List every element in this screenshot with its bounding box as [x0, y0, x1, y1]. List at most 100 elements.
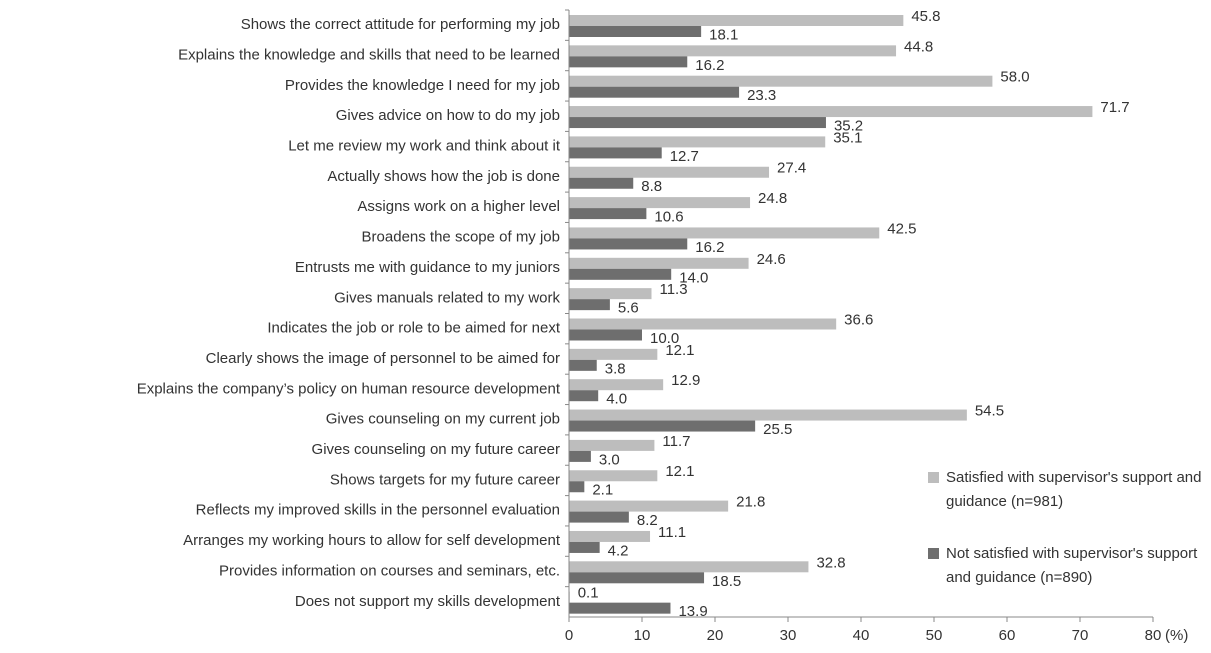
value-label: 35.1	[833, 129, 862, 146]
bar	[569, 238, 688, 250]
category-label: Gives advice on how to do my job	[336, 107, 560, 124]
value-label: 42.5	[887, 220, 916, 237]
value-label: 23.3	[747, 87, 776, 104]
legend-label: Satisfied with supervisor's support and …	[946, 469, 1202, 510]
value-label: 12.9	[671, 372, 700, 389]
value-label: 27.4	[777, 160, 806, 177]
bar	[569, 136, 826, 148]
value-label: 11.1	[658, 524, 686, 541]
value-label: 32.8	[816, 554, 845, 571]
value-label: 8.8	[641, 178, 662, 195]
x-tick-label: 70	[1072, 627, 1089, 644]
category-label: Broadens the scope of my job	[362, 229, 560, 246]
category-label: Reflects my improved skills in the perso…	[196, 502, 560, 519]
bar	[569, 420, 756, 432]
value-label: 2.1	[592, 482, 613, 499]
value-label: 10.0	[650, 330, 679, 347]
value-label: 5.6	[618, 300, 639, 317]
legend: Satisfied with supervisor's support and …	[928, 466, 1208, 618]
bar	[569, 117, 826, 129]
bar	[569, 75, 993, 87]
value-label: 11.7	[662, 433, 690, 450]
bar	[569, 268, 672, 280]
bar	[569, 147, 662, 159]
bar	[569, 409, 967, 421]
category-label: Gives counseling on my future career	[312, 441, 560, 458]
x-tick-label: 30	[780, 627, 797, 644]
bar	[569, 227, 880, 239]
value-label: 16.2	[695, 57, 724, 74]
value-label: 18.5	[712, 573, 741, 590]
bar	[569, 500, 729, 512]
value-label: 3.0	[599, 451, 620, 468]
value-label: 58.0	[1000, 69, 1029, 86]
category-label: Shows targets for my future career	[330, 471, 560, 488]
value-label: 25.5	[763, 421, 792, 438]
bar	[569, 257, 749, 269]
legend-item: Satisfied with supervisor's support and …	[928, 466, 1208, 514]
category-label: Explains the knowledge and skills that n…	[178, 46, 560, 63]
value-label: 16.2	[695, 239, 724, 256]
bar	[569, 481, 585, 493]
value-label: 8.2	[637, 512, 658, 529]
category-label: Gives manuals related to my work	[334, 289, 560, 306]
value-label: 14.0	[679, 269, 708, 286]
x-tick-label: 60	[999, 627, 1016, 644]
category-label: Shows the correct attitude for performin…	[241, 16, 560, 33]
x-tick-label: 50	[926, 627, 943, 644]
category-label: Gives counseling on my current job	[326, 411, 560, 428]
bar	[569, 348, 658, 360]
bar	[569, 530, 651, 542]
value-label: 18.1	[709, 26, 738, 43]
value-label: 35.2	[834, 118, 863, 135]
value-label: 24.8	[758, 190, 787, 207]
bar	[569, 541, 600, 553]
value-label: 4.2	[608, 542, 629, 559]
bar	[569, 106, 1093, 118]
bar	[569, 572, 705, 584]
value-label: 12.7	[670, 148, 699, 165]
category-label: Provides information on courses and semi…	[219, 562, 560, 579]
bar	[569, 561, 809, 573]
bar	[569, 602, 671, 614]
bar	[569, 86, 740, 98]
bar	[569, 26, 702, 37]
value-label: 12.1	[665, 342, 694, 359]
category-label: Clearly shows the image of personnel to …	[206, 350, 560, 367]
bar	[569, 379, 664, 391]
value-label: 3.8	[605, 360, 626, 377]
category-label: Assigns work on a higher level	[357, 198, 560, 215]
category-label: Does not support my skills development	[295, 593, 561, 610]
category-label: Arranges my working hours to allow for s…	[183, 532, 561, 549]
value-label: 12.1	[665, 463, 694, 480]
bar	[569, 45, 897, 57]
bar	[569, 208, 647, 220]
bar	[569, 359, 597, 371]
x-tick-label: 80	[1145, 627, 1162, 644]
value-label: 4.0	[606, 391, 627, 408]
bar	[569, 511, 629, 523]
bar	[569, 56, 688, 68]
value-label: 44.8	[904, 38, 933, 55]
x-tick-label: 40	[853, 627, 870, 644]
legend-label: Not satisfied with supervisor's support …	[946, 545, 1198, 586]
bar	[569, 470, 658, 482]
category-label: Explains the company’s policy on human r…	[137, 380, 561, 397]
bar	[569, 177, 634, 189]
value-label: 10.6	[654, 209, 683, 226]
bar	[569, 329, 642, 341]
bar	[569, 318, 837, 330]
category-label: Let me review my work and think about it	[288, 138, 561, 155]
legend-swatch	[928, 472, 939, 483]
category-label: Entrusts me with guidance to my juniors	[295, 259, 560, 276]
bar	[569, 299, 610, 311]
bar	[569, 450, 591, 462]
legend-item: Not satisfied with supervisor's support …	[928, 542, 1208, 590]
value-label: 21.8	[736, 494, 765, 511]
value-label: 24.6	[757, 251, 786, 268]
x-tick-label: 0	[565, 627, 573, 644]
value-label: 45.8	[911, 8, 940, 25]
x-axis-label: (%)	[1165, 627, 1188, 644]
bar	[569, 439, 655, 451]
